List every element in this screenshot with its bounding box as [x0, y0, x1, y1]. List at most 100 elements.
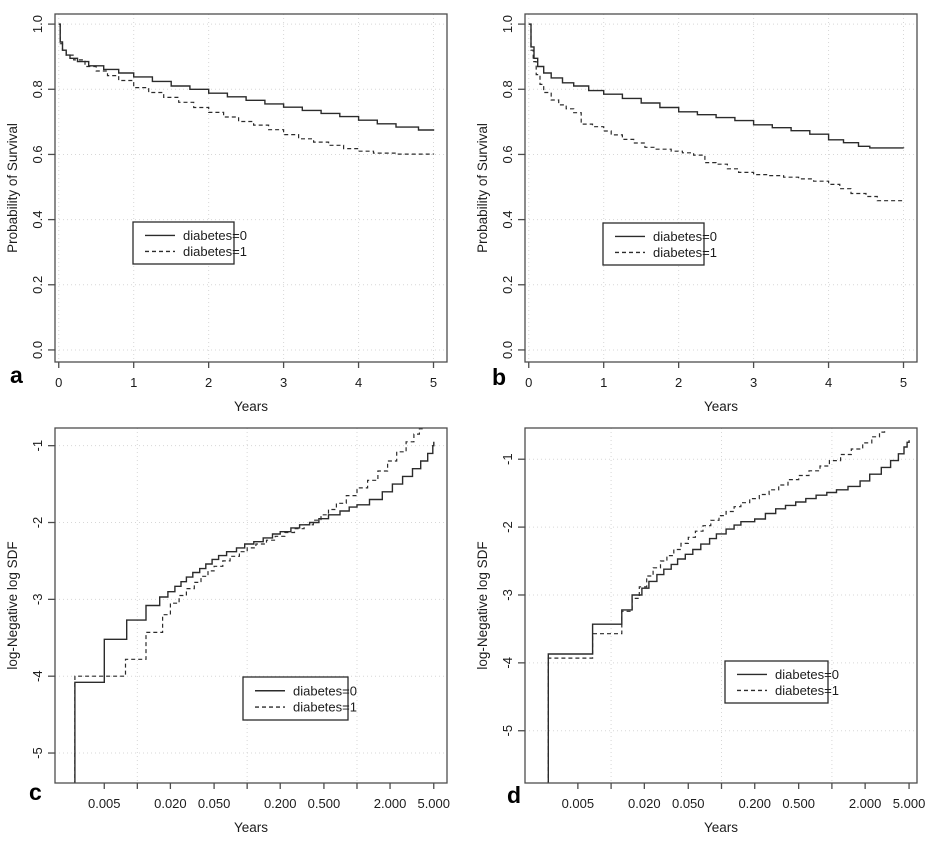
loglog-plot-d: 0.005 0.020 0.050 0.200 0.500 2.000 5.000-5-4-…	[475, 427, 926, 835]
x-tick-label: 0.005	[562, 796, 595, 811]
x-tick-label: 5	[430, 375, 437, 390]
y-axis-title: Probability of Survival	[475, 123, 490, 253]
x-tick-label: 0	[55, 375, 62, 390]
x-axis: 0 1 2 3 4 5	[525, 362, 907, 390]
x-tick-label: 2	[205, 375, 212, 390]
x-tick-label: 5	[900, 375, 907, 390]
series-group	[58, 23, 435, 155]
legend-item-label: diabetes=1	[183, 244, 247, 259]
legend: diabetes=0 diabetes=1	[242, 676, 357, 721]
x-tick-label: 1	[130, 375, 137, 390]
x-tick-label: 5.000	[417, 796, 450, 811]
loglog-plot-c: 0.005 0.020 0.050 0.200 0.500 2.000 5.000-5-4-…	[5, 427, 450, 835]
panel-d-loglog-plot: 0.005 0.020 0.050 0.200 0.500 2.000 5.000 -5 -4-…	[470, 420, 940, 845]
y-tick-label: -5	[30, 747, 45, 759]
x-tick-label: 1	[600, 375, 607, 390]
y-tick-label: 0.0	[500, 341, 515, 359]
y-axis: 0.0 0.2 0.4 0.6 0.8 1.0	[30, 15, 55, 359]
legend-item-label: diabetes=1	[293, 700, 357, 715]
panel-c-loglog-plot: 0.005 0.020 0.050 0.200 0.500 2.000 5.000 -5 -4-…	[0, 420, 470, 845]
x-tick-label: 0.050	[672, 796, 705, 811]
y-tick-label: 0.6	[500, 145, 515, 163]
curve-diabetes-1	[547, 428, 886, 783]
legend-item-label: diabetes=0	[653, 229, 717, 244]
y-tick-label: 0.2	[500, 276, 515, 294]
y-tick-label: 1.0	[30, 15, 45, 33]
panel-letter-d: d	[507, 782, 522, 808]
y-tick-label: -3	[30, 594, 45, 606]
x-axis: 0 1 2 3 4 5	[55, 362, 437, 390]
x-axis: 0.005 0.020 0.050 0.200 0.500 2.000 5.000	[562, 783, 926, 811]
x-axis-title: Years	[234, 820, 268, 835]
x-tick-label: 4	[825, 375, 832, 390]
gridlines	[525, 14, 917, 362]
gridlines	[55, 428, 447, 783]
x-tick-label: 0.500	[308, 796, 341, 811]
x-tick-label: 2.000	[374, 796, 407, 811]
y-tick-label: -4	[500, 657, 515, 669]
plot-frame	[54, 13, 448, 363]
y-tick-label: -1	[500, 453, 515, 465]
curve-diabetes-0	[74, 441, 435, 783]
plot-frame	[54, 427, 448, 784]
x-axis: 0.005 0.020 0.050 0.200 0.500 2.000 5.000	[88, 783, 450, 811]
legend-item-label: diabetes=0	[293, 683, 357, 698]
x-axis-title: Years	[234, 399, 268, 414]
x-tick-label: 2.000	[849, 796, 882, 811]
curve-diabetes-0	[528, 23, 905, 149]
y-axis: -5 -4 -3 -2 -1	[30, 440, 55, 759]
y-tick-label: -2	[500, 521, 515, 533]
x-tick-label: 0.020	[154, 796, 187, 811]
y-axis-title: log-Negative log SDF	[5, 541, 20, 669]
panel-b-survival-plot: 0 1 2 3 4 5 0.0 0.2 0.4 0.6 0.8 1.0 Years Probability…	[470, 0, 940, 420]
x-axis-title: Years	[704, 820, 738, 835]
x-axis-title: Years	[704, 399, 738, 414]
series-group	[528, 23, 905, 202]
x-tick-label: 0.500	[782, 796, 815, 811]
x-tick-label: 3	[280, 375, 287, 390]
legend-item-label: diabetes=1	[653, 245, 717, 260]
x-tick-label: 5.000	[893, 796, 926, 811]
x-tick-label: 0.005	[88, 796, 121, 811]
y-tick-label: 0.4	[30, 211, 45, 229]
y-tick-label: 0.8	[30, 80, 45, 98]
gridlines	[525, 428, 917, 783]
curve-diabetes-1	[528, 23, 905, 202]
y-tick-label: 0.4	[500, 211, 515, 229]
x-tick-label: 3	[750, 375, 757, 390]
survival-plot-a: 0 1 2 3 4 5 0.0 0.2 0.4 0.6 0.8 1.0 Years Probability…	[5, 13, 448, 414]
x-tick-label: 0.200	[264, 796, 297, 811]
series-group	[74, 428, 435, 783]
curve-diabetes-0	[547, 440, 910, 783]
y-tick-label: -4	[30, 670, 45, 682]
x-tick-label: 2	[675, 375, 682, 390]
y-tick-label: 0.8	[500, 80, 515, 98]
y-tick-label: -2	[30, 517, 45, 529]
y-axis: 0.0 0.2 0.4 0.6 0.8 1.0	[500, 15, 525, 359]
plot-frame	[524, 13, 918, 363]
legend-item-label: diabetes=0	[183, 228, 247, 243]
y-tick-label: 0.0	[30, 341, 45, 359]
panel-letter-b: b	[492, 364, 507, 390]
y-tick-label: -3	[500, 589, 515, 601]
curve-diabetes-1	[74, 428, 424, 783]
curve-diabetes-1	[58, 23, 435, 155]
panel-letter-a: a	[10, 362, 23, 388]
y-axis: -5 -4 -3 -2 -1	[500, 453, 525, 737]
x-tick-label: 4	[355, 375, 362, 390]
y-tick-label: -1	[30, 440, 45, 452]
series-group	[547, 428, 910, 783]
plot-frame	[524, 427, 918, 784]
gridlines	[55, 14, 447, 362]
curve-diabetes-0	[58, 23, 435, 131]
y-tick-label: 0.2	[30, 276, 45, 294]
legend-item-label: diabetes=1	[775, 683, 839, 698]
survival-plot-b: 0 1 2 3 4 5 0.0 0.2 0.4 0.6 0.8 1.0 Years Probability…	[475, 13, 918, 414]
panel-a-survival-plot: 0 1 2 3 4 5 0.0 0.2 0.4 0.6 0.8 1.0 Years Probability…	[0, 0, 470, 420]
y-tick-label: 0.6	[30, 145, 45, 163]
y-axis-title: log-Negative log SDF	[475, 541, 490, 669]
